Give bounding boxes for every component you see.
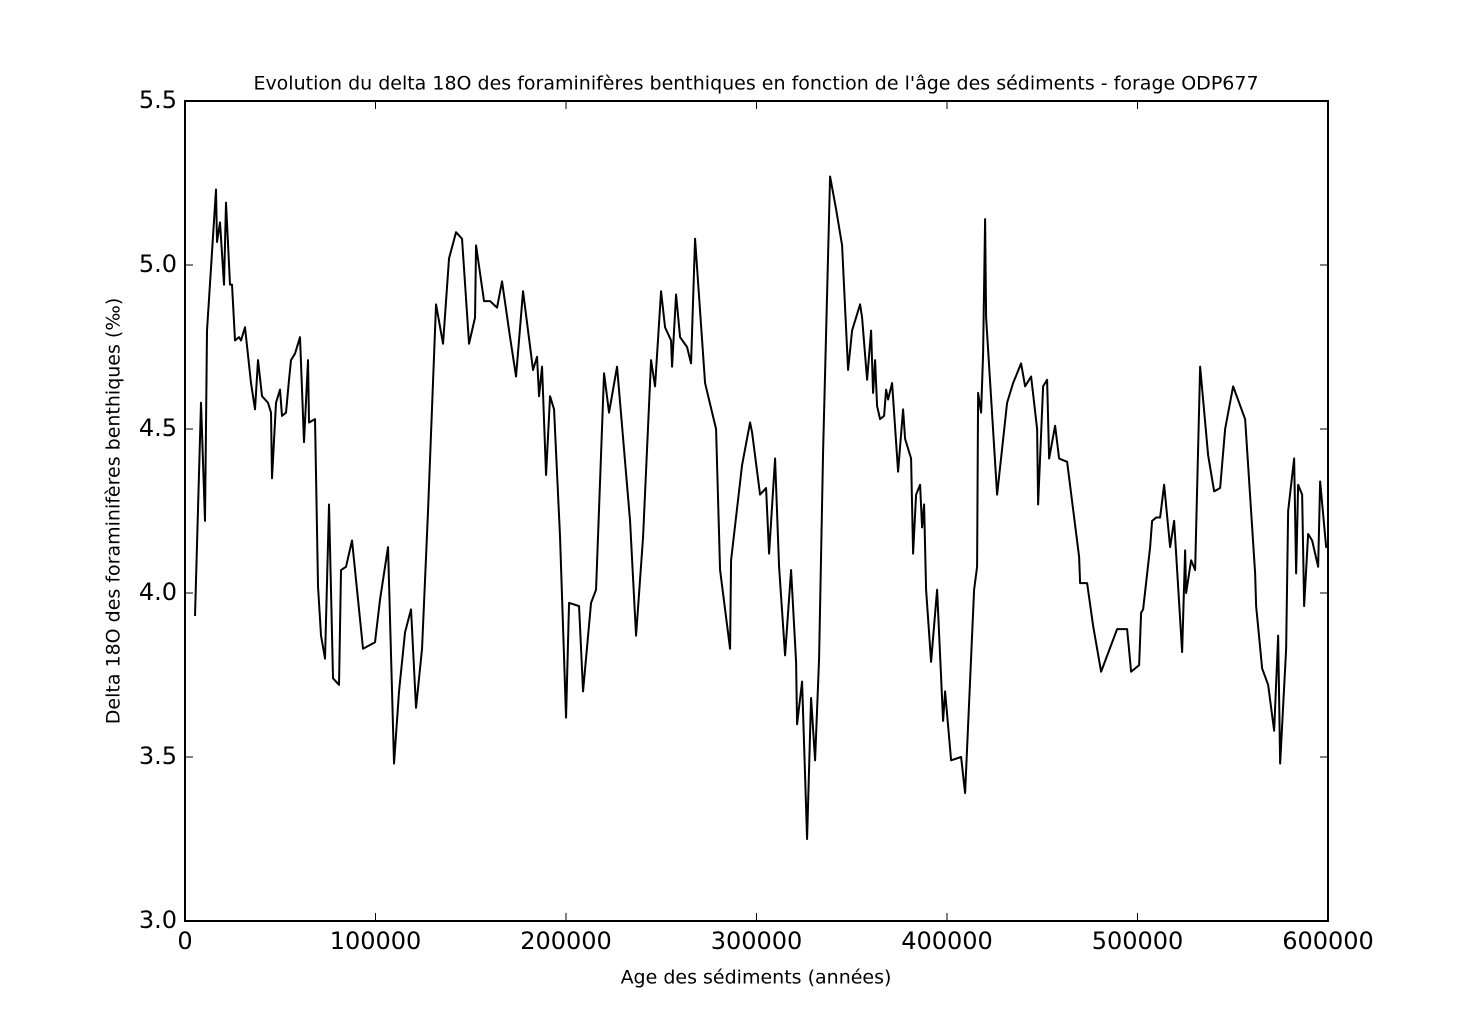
y-tick-label: 3.0 xyxy=(139,906,177,934)
x-tick-label: 100000 xyxy=(330,927,422,955)
data-line xyxy=(194,175,1328,840)
x-axis-label: Age des sédiments (années) xyxy=(621,967,892,989)
x-tick-label: 300000 xyxy=(711,927,803,955)
y-tick-label: 4.0 xyxy=(139,578,177,606)
chart-title: Evolution du delta 18O des foraminifères… xyxy=(253,73,1258,95)
y-tick-label: 5.5 xyxy=(139,86,177,114)
x-tick-label: 600000 xyxy=(1282,927,1374,955)
y-axis-label: Delta 18O des foraminifères benthiques (… xyxy=(103,298,125,724)
plot-frame xyxy=(184,100,1329,922)
x-tick-label: 400000 xyxy=(901,927,993,955)
x-tick-label: 200000 xyxy=(520,927,612,955)
x-tick-label: 0 xyxy=(177,927,192,955)
y-tick-label: 5.0 xyxy=(139,250,177,278)
y-tick-label: 3.5 xyxy=(139,742,177,770)
x-tick-label: 500000 xyxy=(1092,927,1184,955)
y-tick-label: 4.5 xyxy=(139,414,177,442)
